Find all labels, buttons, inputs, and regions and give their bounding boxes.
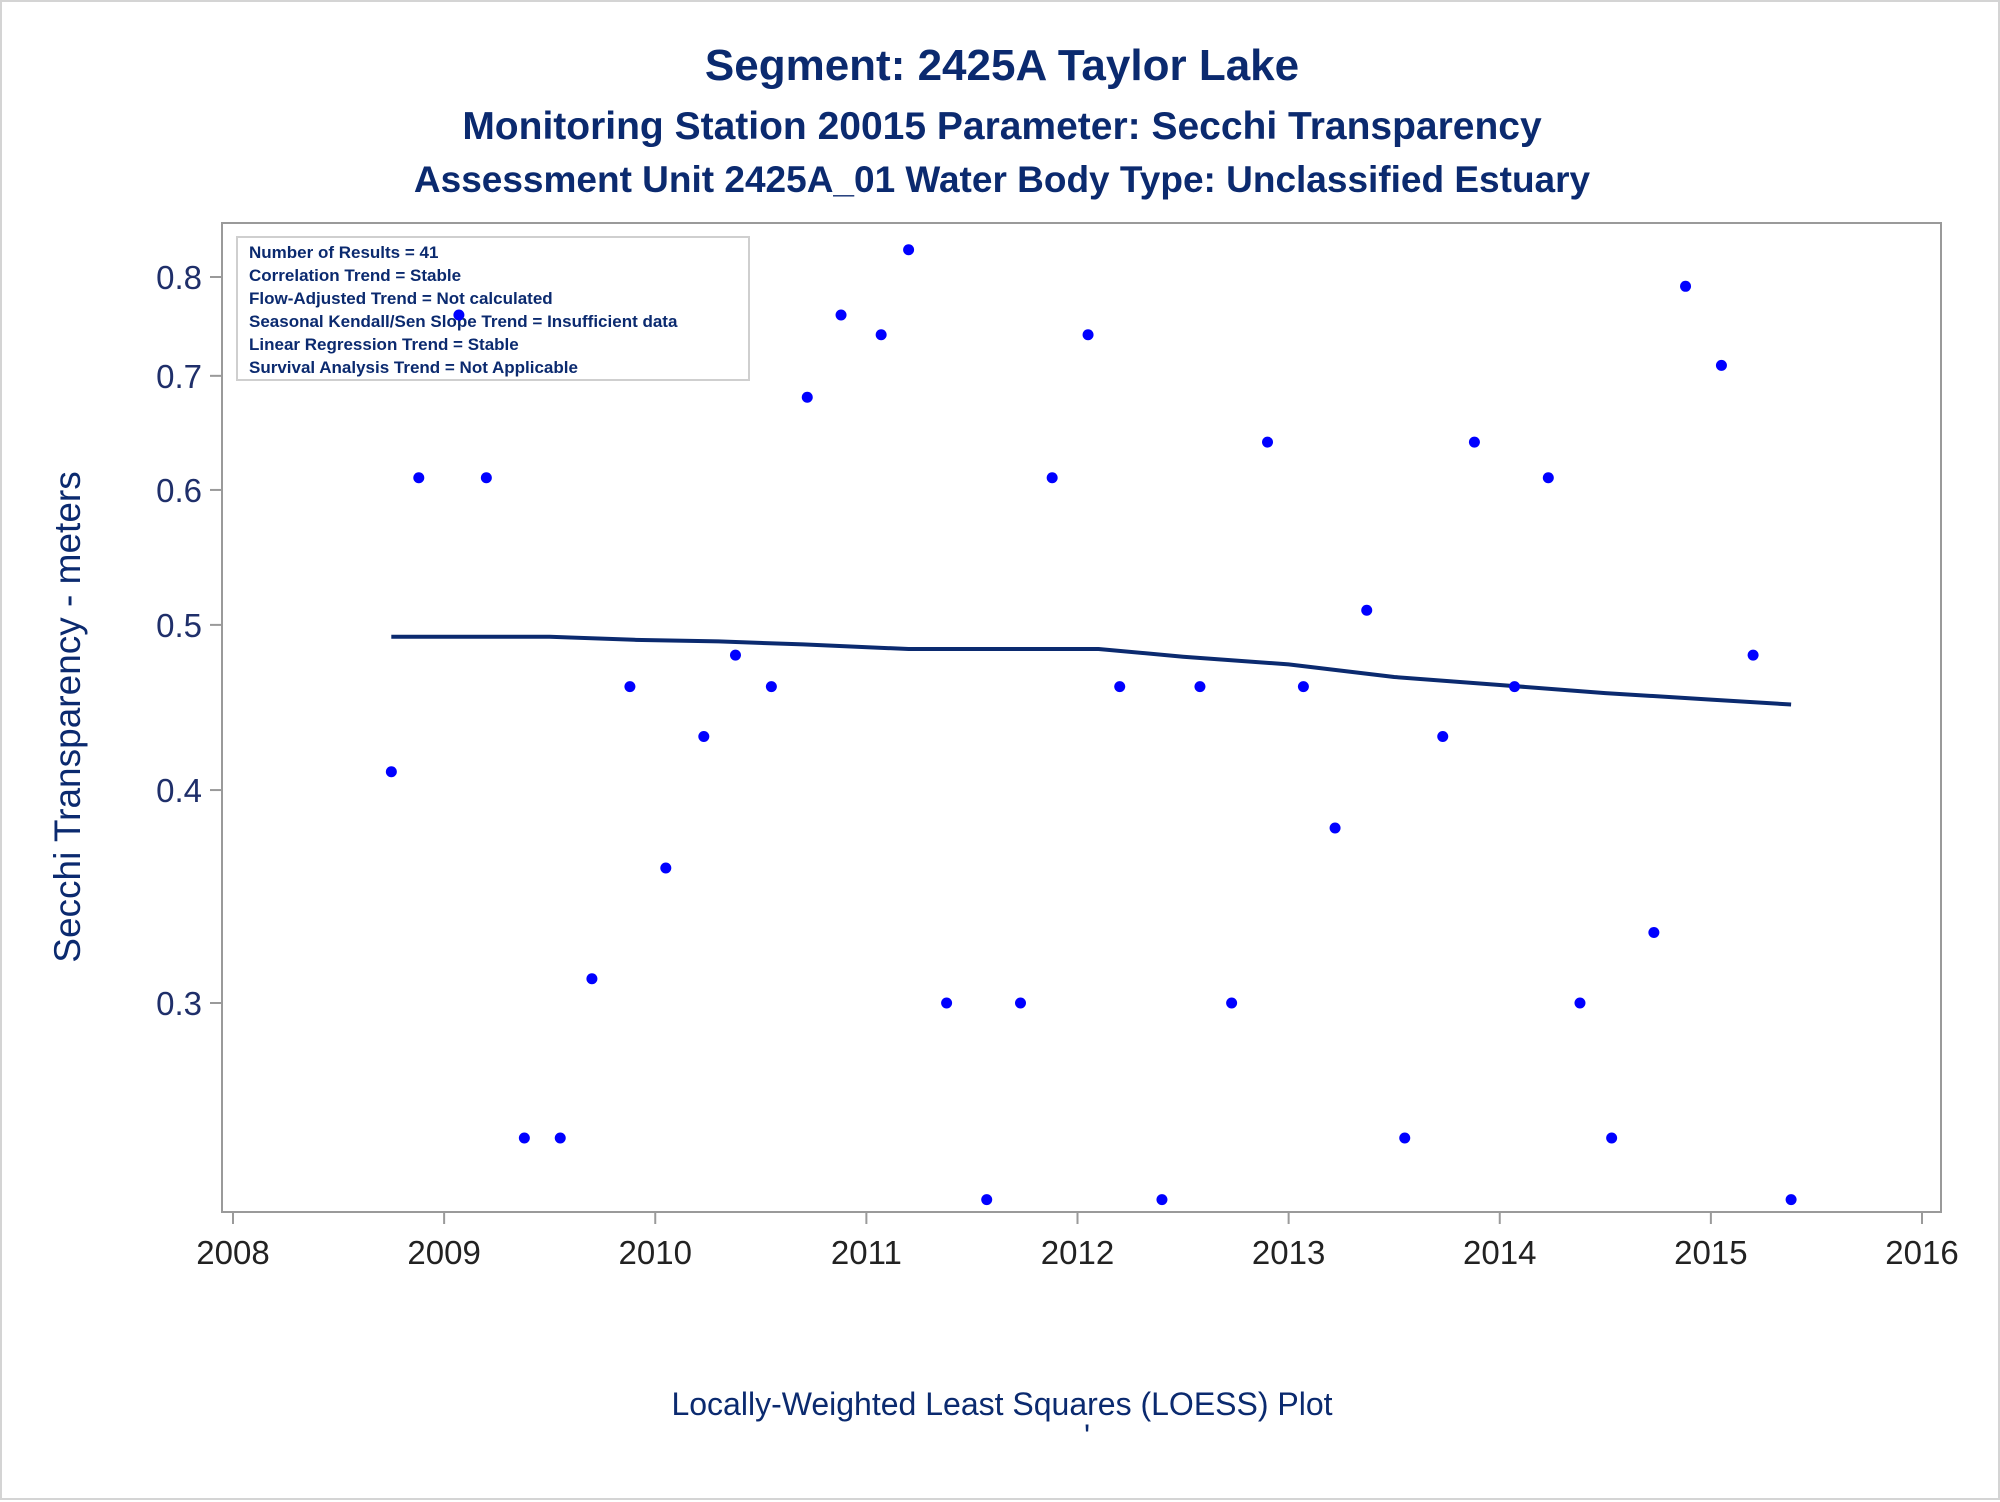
data-point xyxy=(729,649,741,661)
data-point xyxy=(1361,604,1373,616)
y-tick-label: 0.3 xyxy=(156,985,202,1022)
data-point xyxy=(875,329,887,341)
data-point xyxy=(1046,472,1058,484)
x-tick-label: 2011 xyxy=(831,1234,902,1271)
data-point xyxy=(1329,822,1341,834)
data-point xyxy=(801,391,813,403)
data-point xyxy=(835,309,847,321)
data-point xyxy=(1156,1194,1168,1206)
data-point xyxy=(1509,681,1521,693)
data-point xyxy=(1680,280,1692,292)
stats-inset: Number of Results = 41 Correlation Trend … xyxy=(236,236,750,381)
data-point xyxy=(903,244,915,256)
data-point xyxy=(1606,1132,1618,1144)
stats-inset-line: Linear Regression Trend = Stable xyxy=(249,335,519,354)
data-point xyxy=(941,997,953,1009)
x-tick-label: 2008 xyxy=(196,1234,269,1271)
chart-subtitle-2: Assessment Unit 2425A_01 Water Body Type… xyxy=(414,159,1591,200)
y-axis-label: Secchi Transparency - meters xyxy=(47,471,88,962)
x-tick-label: 2016 xyxy=(1885,1234,1958,1271)
x-tick-label: 2013 xyxy=(1252,1234,1325,1271)
data-point xyxy=(1785,1194,1797,1206)
x-tick-label: 2012 xyxy=(1041,1234,1114,1271)
x-tick-label: 2015 xyxy=(1674,1234,1747,1271)
y-axis: 0.3 0.4 0.5 0.6 0.7 0.8 xyxy=(156,259,222,1022)
y-tick-label: 0.6 xyxy=(156,472,202,509)
data-point xyxy=(1297,681,1309,693)
data-point xyxy=(518,1132,530,1144)
data-point xyxy=(1574,997,1586,1009)
data-point xyxy=(1648,926,1660,938)
data-point xyxy=(1468,436,1480,448)
x-tick-label: 2014 xyxy=(1463,1234,1536,1271)
y-tick-label: 0.8 xyxy=(156,259,202,296)
plot-marks xyxy=(385,244,1797,1206)
y-tick-label: 0.7 xyxy=(156,358,202,395)
data-point xyxy=(1437,731,1449,743)
data-point xyxy=(624,681,636,693)
data-point xyxy=(1542,472,1554,484)
data-point xyxy=(1226,997,1238,1009)
loess-line xyxy=(391,634,1792,707)
data-point xyxy=(660,862,672,874)
data-point xyxy=(413,472,425,484)
data-point xyxy=(1194,681,1206,693)
data-point xyxy=(1715,359,1727,371)
data-point xyxy=(1082,329,1094,341)
data-point xyxy=(554,1132,566,1144)
plot-area xyxy=(221,222,1942,1213)
stats-inset-box xyxy=(236,236,750,381)
x-tick-label: 2009 xyxy=(407,1234,480,1271)
data-point xyxy=(1114,681,1126,693)
footnote-mark: ' xyxy=(1084,1418,1090,1454)
stats-inset-line: Flow-Adjusted Trend = Not calculated xyxy=(249,289,553,308)
data-point xyxy=(453,309,465,321)
data-point xyxy=(765,681,777,693)
y-tick-label: 0.5 xyxy=(156,607,202,644)
chart-title: Segment: 2425A Taylor Lake xyxy=(705,41,1299,90)
data-point xyxy=(981,1194,993,1206)
data-point xyxy=(480,472,492,484)
chart-subtitle: Monitoring Station 20015 Parameter: Secc… xyxy=(462,105,1542,148)
stats-inset-line: Seasonal Kendall/Sen Slope Trend = Insuf… xyxy=(249,312,678,331)
data-point xyxy=(1747,649,1759,661)
data-point xyxy=(385,766,397,778)
stats-inset-line: Correlation Trend = Stable xyxy=(249,266,461,285)
data-point xyxy=(586,973,598,985)
x-tick-label: 2010 xyxy=(619,1234,692,1271)
stats-inset-line: Number of Results = 41 xyxy=(249,243,438,262)
x-axis: 2008 2009 2010 2011 2012 2013 2014 2015 2016 xyxy=(196,1212,1959,1271)
x-axis-label: Locally-Weighted Least Squares (LOESS) P… xyxy=(671,1386,1332,1422)
data-point xyxy=(1014,997,1026,1009)
data-point xyxy=(698,731,710,743)
data-point xyxy=(1262,436,1274,448)
data-point xyxy=(1399,1132,1411,1144)
y-tick-label: 0.4 xyxy=(156,772,202,809)
stats-inset-line: Survival Analysis Trend = Not Applicable xyxy=(249,358,578,377)
